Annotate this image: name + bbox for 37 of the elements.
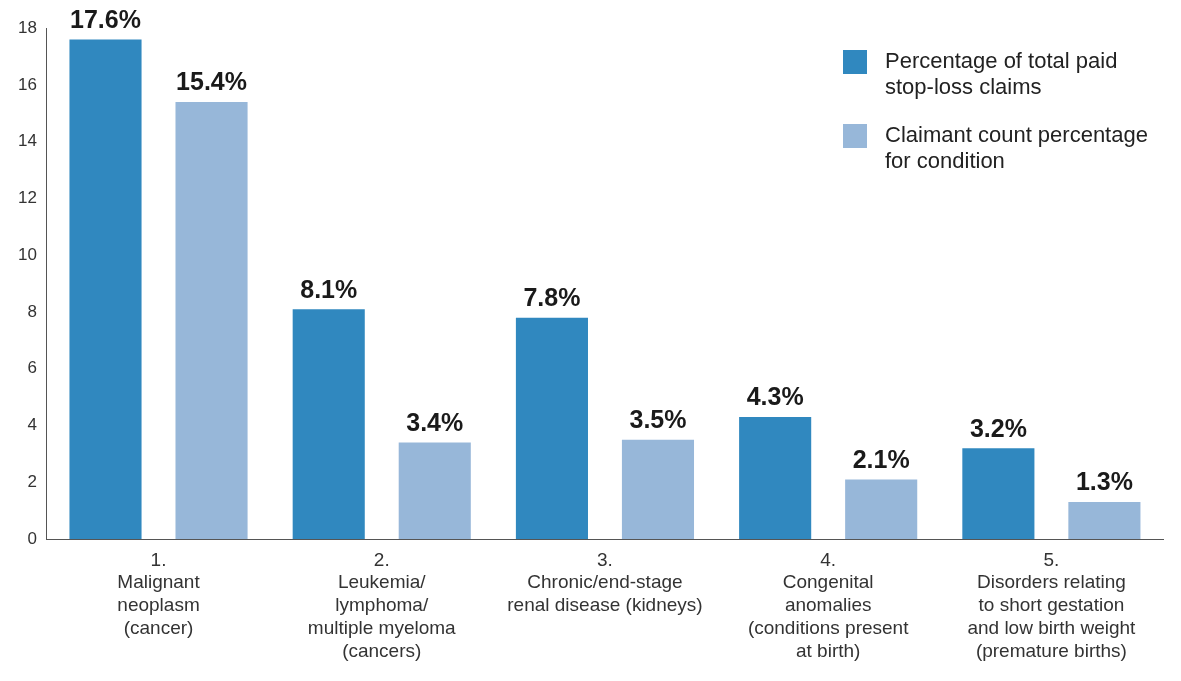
x-tick-label: 1. Malignant neoplasm (cancer) xyxy=(117,548,201,639)
bar xyxy=(175,101,248,539)
bar xyxy=(962,448,1035,539)
y-tick-label: 10 xyxy=(17,244,37,264)
y-tick-label: 16 xyxy=(17,74,37,94)
data-label: 2.1% xyxy=(852,444,910,473)
legend-label: Percentage of total paid stop-loss claims xyxy=(885,48,1119,100)
data-label: 17.6% xyxy=(70,4,141,33)
data-label: 3.2% xyxy=(969,413,1027,442)
x-tick-label: 4. Congenital anomalies (conditions present at birth) xyxy=(747,548,910,661)
x-tick-label: 5. Disorders relating to short gestation and low birth weight (premature births) xyxy=(967,548,1137,661)
data-label: 4.3% xyxy=(746,382,804,411)
bar xyxy=(739,416,812,539)
y-tick-label: 18 xyxy=(17,17,37,37)
y-tick-label: 0 xyxy=(27,528,37,548)
data-label: 3.4% xyxy=(406,407,464,436)
y-tick-label: 12 xyxy=(17,188,37,208)
y-tick-label: 14 xyxy=(17,131,37,151)
bar xyxy=(1068,502,1141,539)
x-tick-label: 2. Leukemia/ lymphoma/ multiple myeloma (cancers) xyxy=(307,548,457,661)
bar xyxy=(398,442,471,539)
y-tick-label: 8 xyxy=(27,301,37,321)
y-tick-label: 2 xyxy=(27,471,37,491)
bar xyxy=(69,39,142,539)
bar xyxy=(515,317,588,539)
data-label: 8.1% xyxy=(300,274,358,303)
legend-label: Claimant count percentage for condition xyxy=(885,122,1149,174)
bar xyxy=(621,439,695,539)
y-tick-label: 4 xyxy=(27,415,37,435)
data-label: 3.5% xyxy=(629,405,687,434)
x-tick-label: 3. Chronic/end-stage renal disease (kidneys) xyxy=(507,548,703,616)
data-label: 7.8% xyxy=(523,283,581,312)
bar xyxy=(292,309,365,539)
data-label: 1.3% xyxy=(1075,467,1133,496)
data-label: 15.4% xyxy=(176,67,247,96)
y-tick-label: 6 xyxy=(27,358,37,378)
bar xyxy=(845,479,918,539)
